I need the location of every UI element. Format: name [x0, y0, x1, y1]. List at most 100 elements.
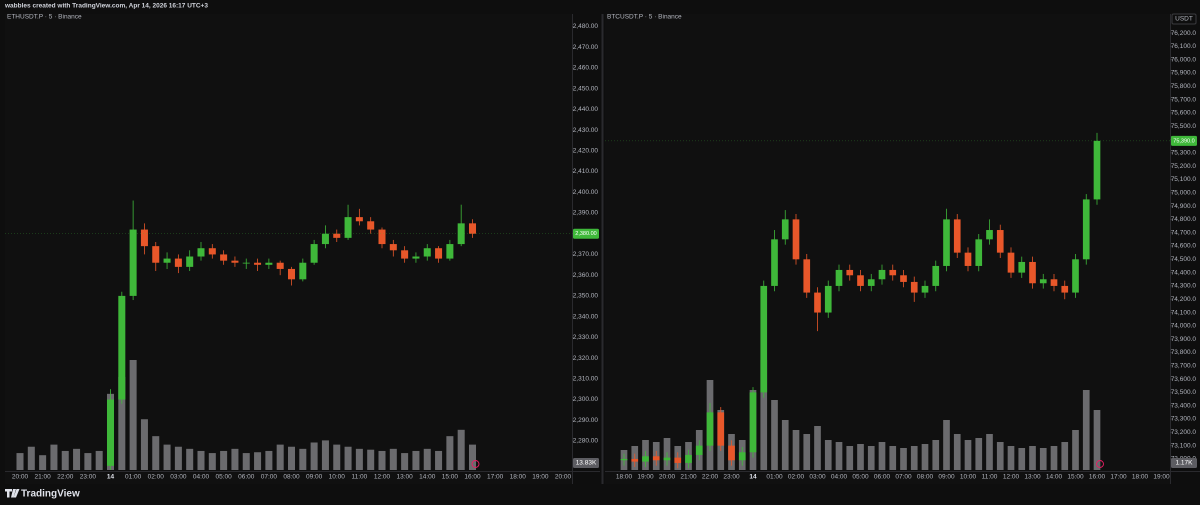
- x-tick-label: 10:00: [960, 474, 977, 481]
- volume-bar: [152, 436, 160, 470]
- x-tick-label: 10:00: [329, 474, 346, 481]
- candle-body: [186, 256, 194, 267]
- y-tick-label: 2,370.00: [573, 251, 599, 258]
- y-tick-label: 74,300.0: [1171, 283, 1197, 290]
- volume-bar: [824, 440, 832, 470]
- candle-body: [738, 452, 746, 461]
- x-tick-label: 17:00: [487, 474, 504, 481]
- volume-bar: [986, 434, 993, 470]
- volume-bar: [321, 440, 329, 470]
- candle-body: [1029, 261, 1036, 284]
- y-tick-label: 75,100.0: [1171, 176, 1197, 183]
- candle-body: [423, 248, 431, 257]
- volume-bar: [867, 446, 875, 470]
- candle-body: [276, 262, 284, 269]
- candle-body: [771, 239, 778, 286]
- candle-body: [1082, 199, 1090, 260]
- x-tick-label: 13:00: [396, 474, 413, 481]
- symbol-label: ETHUSDT.P · 5 · Binance: [7, 14, 82, 21]
- volume-bar: [1007, 446, 1015, 470]
- y-tick-label: 74,200.0: [1171, 296, 1197, 303]
- y-tick-label: 73,600.0: [1171, 376, 1197, 383]
- volume-bar: [814, 426, 821, 470]
- candle-body: [344, 217, 352, 238]
- header-text: wabbles created with TradingView.com, Ap…: [4, 3, 208, 10]
- candle-body: [1093, 140, 1101, 200]
- candle-body: [310, 244, 318, 263]
- volume-bar: [1072, 430, 1079, 470]
- candle-body: [242, 262, 250, 264]
- x-tick-label: 20:00: [12, 474, 29, 481]
- candle-body: [389, 244, 397, 251]
- y-tick-label: 2,420.00: [573, 148, 599, 155]
- candle-body: [728, 445, 735, 461]
- volume-bar: [900, 448, 907, 470]
- y-tick-label: 2,430.00: [573, 127, 599, 134]
- candle-body: [446, 244, 454, 259]
- x-tick-label: 15:00: [442, 474, 459, 481]
- volume-bar: [140, 419, 148, 470]
- volume-bar: [457, 429, 465, 470]
- x-tick-label: 16:00: [464, 474, 481, 481]
- volume-bar: [910, 446, 918, 470]
- volume-bar: [95, 450, 103, 470]
- y-tick-label: 76,200.0: [1171, 30, 1197, 37]
- candle-body: [254, 262, 262, 265]
- volume-bar: [943, 420, 950, 470]
- volume-bar: [174, 446, 182, 470]
- volume-bar: [310, 442, 318, 470]
- x-tick-label: 06:00: [238, 474, 255, 481]
- candle-body: [287, 268, 296, 280]
- x-tick-label: 19:00: [637, 474, 654, 481]
- left-plot: [5, 14, 572, 484]
- candle-body: [943, 219, 950, 266]
- last-price-box: [573, 228, 599, 239]
- y-tick-label: 74,600.0: [1171, 243, 1197, 250]
- volume-bar: [932, 440, 940, 470]
- volume-bar: [186, 448, 194, 470]
- brand-logo: [5, 489, 20, 498]
- candle-body: [299, 262, 307, 280]
- candle-body: [1018, 261, 1026, 273]
- y-tick-label: 73,800.0: [1171, 349, 1197, 356]
- volume-bar: [857, 444, 864, 470]
- y-tick-label: 2,480.00: [573, 23, 599, 30]
- x-tick-label: 11:00: [351, 474, 367, 481]
- x-tick-label: 06:00: [874, 474, 891, 481]
- candle-body: [857, 275, 864, 286]
- volume-label: 1.17K: [1176, 460, 1194, 467]
- y-tick-label: 73,500.0: [1171, 389, 1197, 396]
- x-tick-label: 01:00: [125, 474, 142, 481]
- y-tick-label: 73,300.0: [1171, 416, 1197, 423]
- volume-bar: [446, 436, 454, 470]
- x-tick-label: 04:00: [193, 474, 210, 481]
- candle-body: [996, 230, 1004, 253]
- x-tick-label: 21:00: [680, 474, 697, 481]
- candle-body: [749, 392, 757, 453]
- volume-bar: [231, 448, 239, 470]
- x-tick-label: 16:00: [1089, 474, 1106, 481]
- candle-body: [900, 275, 907, 282]
- volume-bar: [355, 448, 363, 470]
- y-tick-label: 2,470.00: [573, 44, 599, 51]
- x-tick-label: 20:00: [659, 474, 676, 481]
- x-tick-label: 07:00: [261, 474, 278, 481]
- candle-body: [333, 233, 341, 238]
- x-tick-label: 05:00: [215, 474, 232, 481]
- last-price-label: 2,380.00: [575, 231, 596, 237]
- candle-body: [921, 285, 929, 293]
- y-tick-label: 2,310.00: [573, 376, 599, 383]
- y-tick-label: 2,460.00: [573, 65, 599, 72]
- candle-body: [803, 259, 811, 293]
- candle-body: [1039, 279, 1047, 284]
- candle-body: [1061, 285, 1069, 293]
- brand-name: TradingView: [21, 489, 80, 500]
- x-tick-label: 19:00: [532, 474, 549, 481]
- y-tick-label: 74,900.0: [1171, 203, 1197, 210]
- volume-bar: [760, 360, 768, 470]
- y-tick-label: 2,440.00: [573, 106, 599, 113]
- alert-icon: [471, 460, 480, 468]
- candle-body: [867, 279, 875, 286]
- candle-body: [208, 248, 216, 255]
